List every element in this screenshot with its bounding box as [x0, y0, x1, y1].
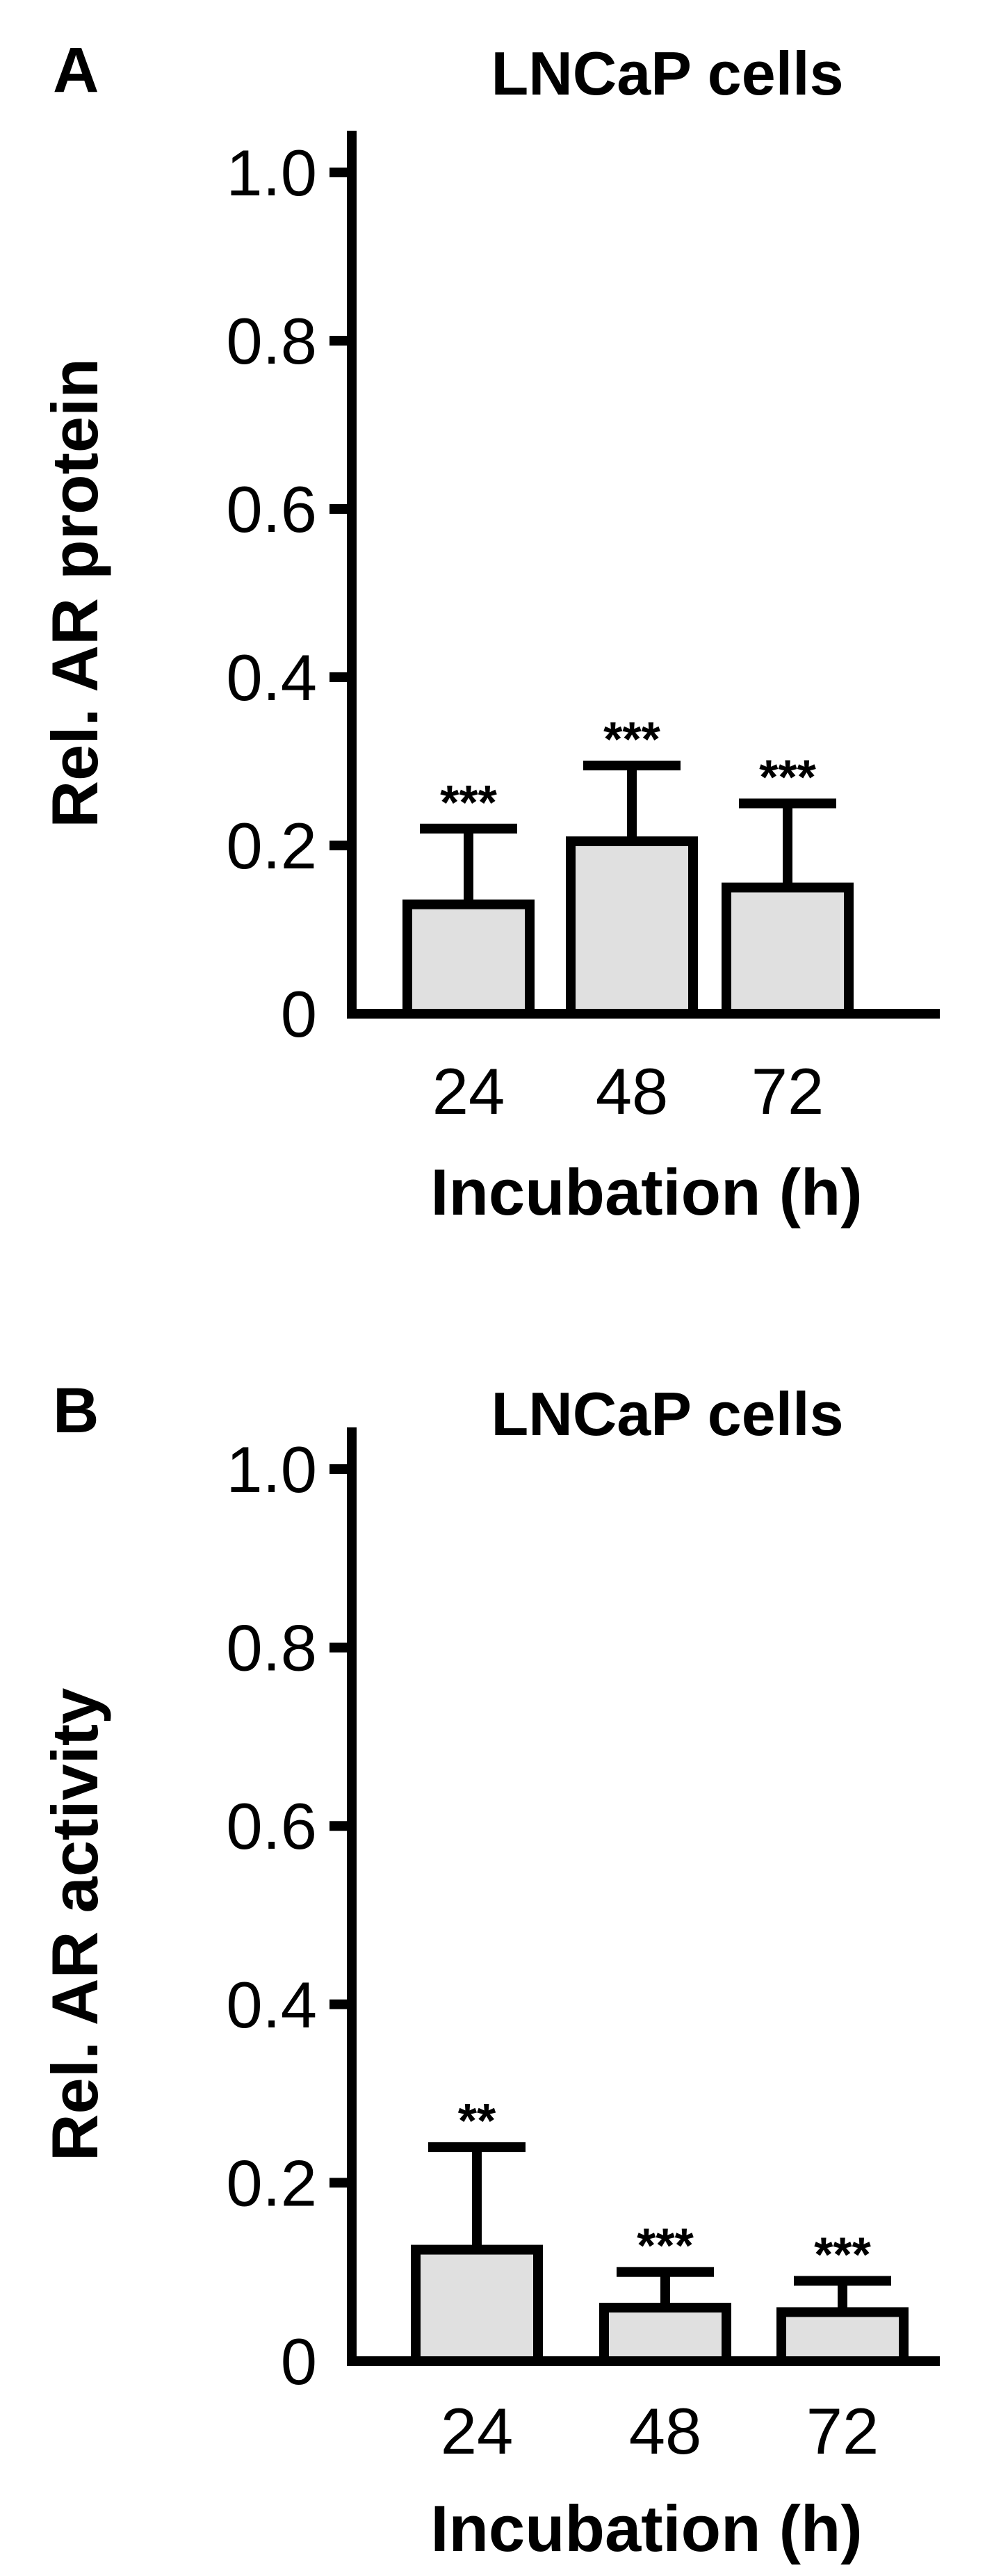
x-tick-label: 24: [432, 1055, 505, 1128]
bar: [566, 836, 698, 1019]
panel-letter: B: [53, 1375, 99, 1446]
panel-letter: A: [53, 35, 99, 106]
x-tick-label: 24: [441, 2395, 514, 2468]
y-axis-title: Rel. AR activity: [38, 1688, 111, 2162]
y-tick-label: 0.2: [226, 809, 317, 882]
bar: [776, 2307, 909, 2367]
significance-label: **: [458, 2093, 496, 2148]
chart-title: LNCaP cells: [491, 1379, 843, 1448]
y-tick-label: 0.2: [226, 2146, 317, 2219]
y-tick-label: 0.6: [226, 473, 317, 546]
y-tick-label: 0: [281, 978, 317, 1051]
panel-a-chart: A LNCaP cells 0 0.2 0.4 0.6 0.8 1.0 *** 24 *** 48 **…: [38, 35, 940, 1229]
significance-label: ***: [814, 2228, 871, 2282]
x-axis-title: Incubation (h): [430, 2492, 862, 2565]
chart-title: LNCaP cells: [491, 39, 843, 108]
significance-label: ***: [440, 775, 497, 829]
y-axis-title: Rel. AR protein: [38, 358, 111, 827]
significance-label: ***: [637, 2219, 694, 2273]
y-tick-label: 0.8: [226, 1612, 317, 1685]
y-tick-label: 0.8: [226, 305, 317, 378]
y-tick-label: 0: [281, 2325, 317, 2398]
panel-b-chart: B LNCaP cells 0 0.2 0.4 0.6 0.8 1.0 ** 24 *** 48 ***…: [38, 1375, 940, 2565]
x-tick-label: 72: [806, 2395, 879, 2468]
y-tick-label: 0.4: [226, 1968, 317, 2041]
bar: [411, 2244, 543, 2366]
y-tick-label: 0.6: [226, 1790, 317, 1863]
y-tick-label: 0.4: [226, 641, 317, 714]
significance-label: ***: [759, 750, 816, 804]
x-axis-title: Incubation (h): [430, 1156, 862, 1229]
y-tick-label: 1.0: [226, 136, 317, 209]
bar: [599, 2303, 731, 2367]
significance-label: ***: [603, 712, 660, 766]
bar: [402, 899, 535, 1019]
x-tick-label: 48: [596, 1055, 669, 1128]
bar: [722, 882, 854, 1019]
y-tick-label: 1.0: [226, 1433, 317, 1506]
x-tick-label: 72: [751, 1055, 824, 1128]
x-tick-label: 48: [629, 2395, 702, 2468]
